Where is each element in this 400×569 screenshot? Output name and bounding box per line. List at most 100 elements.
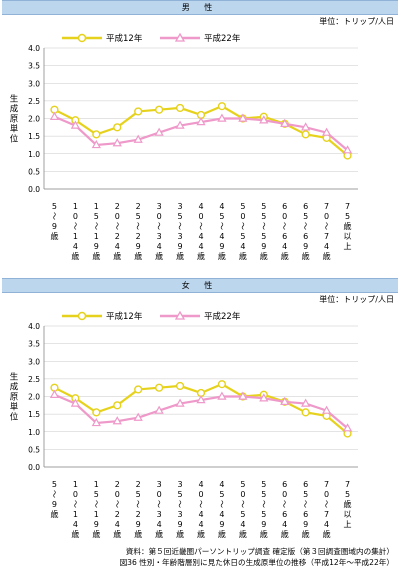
x-tick-label-char: 4	[219, 510, 224, 519]
panel-title-female: 女 性	[2, 278, 398, 293]
x-tick-label-char: 7	[324, 510, 329, 519]
x-tick-label-char: 1	[73, 232, 78, 241]
data-point-circle	[92, 408, 101, 417]
x-tick-label-char: 歳	[155, 529, 163, 539]
x-tick-label-char: 1	[94, 202, 99, 211]
figure-caption: 図36 性別・年齢階層別に見た休日の生成原単位の推移（平成12年〜平成22年）	[119, 558, 394, 567]
x-tick-label-char: 以	[344, 510, 352, 519]
data-point-triangle	[217, 391, 227, 400]
y-tick-label: 1.5	[28, 132, 40, 141]
x-tick-label-char: 4	[324, 520, 329, 529]
data-point-triangle	[259, 115, 269, 124]
x-tick-label-char: 5	[261, 202, 266, 211]
x-tick-label-char: 4	[73, 242, 78, 251]
data-point-circle	[92, 130, 101, 139]
x-tick-label-char: 〜	[175, 222, 184, 230]
x-tick-label-char: 〜	[133, 222, 142, 230]
data-point-triangle	[154, 127, 164, 136]
legend-label: 平成12年	[106, 33, 143, 44]
x-tick-label-char: 〜	[238, 222, 247, 230]
x-tick-label-char: 0	[157, 490, 162, 499]
x-tick-label-char: 〜	[112, 222, 121, 230]
data-point-circle	[134, 107, 143, 116]
data-point-circle	[113, 401, 122, 410]
x-tick-label-char: 歳	[71, 251, 79, 261]
data-point-circle	[134, 385, 143, 394]
panel-title-male: 男 性	[2, 0, 398, 15]
x-tick-label-char: 2	[136, 510, 141, 519]
y-tick-label: 2.0	[28, 393, 40, 402]
x-tick-label-char: 歳	[155, 251, 163, 261]
x-tick-label-char: 0	[198, 212, 203, 221]
x-tick-label-char: 0	[198, 490, 203, 499]
x-tick-label-char: 〜	[133, 500, 142, 508]
x-tick-label-char: 〜	[280, 222, 289, 230]
x-tick-label-char: 4	[219, 480, 224, 489]
data-point-triangle	[342, 145, 353, 154]
x-tick-label-char: 3	[178, 480, 183, 489]
x-tick-label-char: 〜	[154, 222, 163, 230]
y-tick-label: 4.0	[28, 322, 40, 331]
x-tick-label-char: 4	[157, 242, 162, 251]
x-tick-label-char: 0	[282, 212, 287, 221]
x-tick-label-char: 5	[261, 480, 266, 489]
x-tick-label-char: 4	[157, 520, 162, 529]
y-axis-label-char: 成	[10, 104, 19, 115]
x-tick-label-char: 4	[198, 520, 203, 529]
x-tick-label-char: 9	[136, 520, 141, 529]
x-tick-label-char: 6	[282, 202, 287, 211]
y-tick-label: 1.0	[28, 428, 40, 437]
y-tick-label: 3.5	[28, 62, 40, 71]
x-tick-label-char: 〜	[49, 490, 58, 498]
x-tick-label-char: 〜	[301, 500, 310, 508]
data-point-circle	[301, 130, 310, 139]
legend-label: 平成22年	[204, 33, 241, 44]
x-tick-label-char: 歳	[260, 529, 268, 539]
x-tick-label-char: 歳	[92, 251, 100, 261]
x-tick-label-char: 5	[178, 212, 183, 221]
x-tick-label-char: 歳	[113, 529, 121, 539]
x-tick-label-char: 0	[282, 490, 287, 499]
x-tick-label-char: 9	[303, 242, 308, 251]
x-tick-label-char: 1	[73, 480, 78, 489]
data-point-circle	[175, 381, 185, 391]
x-tick-label-char: 3	[157, 232, 162, 241]
x-tick-label-char: 0	[73, 490, 78, 499]
x-tick-label-char: 歳	[92, 529, 100, 539]
y-axis-label-char: 生	[10, 94, 19, 105]
y-tick-label: 1.5	[28, 410, 40, 419]
x-tick-label-char: 4	[198, 202, 203, 211]
data-point-triangle	[112, 416, 122, 425]
chart-male: 平成12年 平成22年 0.0 0.5 1.0 1.5 2.0 2.5 3.0 3.5 4.0 生成原…	[10, 32, 358, 261]
x-tick-label-char: 歳	[323, 251, 331, 261]
y-tick-label: 3.0	[28, 79, 40, 88]
x-tick-label-char: 〜	[49, 212, 58, 220]
x-tick-label-char: 5	[345, 212, 350, 221]
x-tick-label-char: 5	[240, 232, 245, 241]
y-axis-label-char: 位	[10, 412, 19, 423]
x-tick-label-char: 6	[282, 480, 287, 489]
x-tick-label-char: 歳	[113, 251, 121, 261]
y-tick-label: 2.5	[28, 375, 40, 384]
x-tick-label-char: 〜	[70, 500, 79, 508]
x-tick-label-char: 2	[136, 202, 141, 211]
x-tick-label-char: 〜	[91, 222, 100, 230]
x-tick-label-char: 3	[178, 202, 183, 211]
x-tick-label-char: 5	[345, 490, 350, 499]
x-tick-label-char: 〜	[91, 500, 100, 508]
x-tick-label-char: 5	[261, 232, 266, 241]
x-tick-label-char: 歳	[344, 221, 352, 231]
x-tick-label-char: 4	[198, 232, 203, 241]
x-tick-label-char: 歳	[218, 529, 226, 539]
unit-label: 単位：トリップ/人日	[319, 295, 394, 304]
x-tick-label-char: 歳	[302, 251, 310, 261]
x-tick-label-char: 3	[157, 202, 162, 211]
x-tick-label-char: 歳	[302, 529, 310, 539]
y-tick-label: 2.0	[28, 115, 40, 124]
y-axis-label-char: 原	[10, 115, 19, 125]
x-tick-label-char: 〜	[322, 222, 331, 230]
x-tick-label-char: 歳	[71, 529, 79, 539]
x-tick-label-char: 5	[52, 202, 57, 211]
data-point-triangle	[91, 139, 101, 149]
y-axis-label-char: 単	[10, 124, 19, 135]
